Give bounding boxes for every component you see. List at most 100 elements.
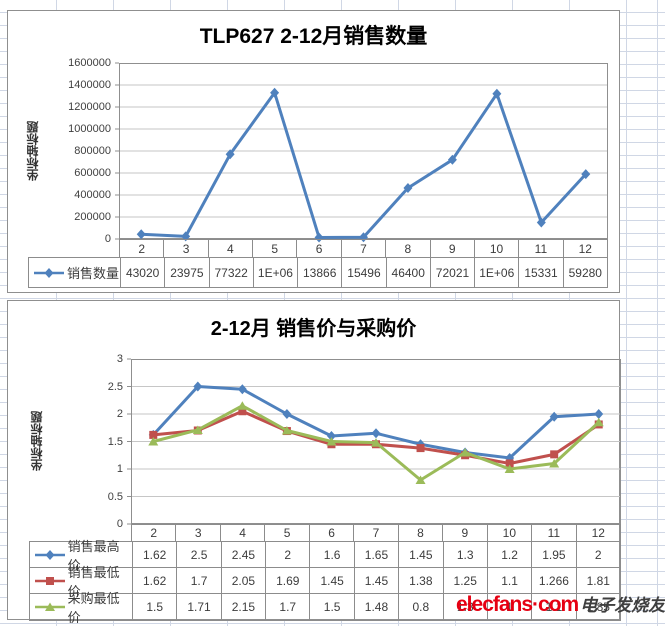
value-cell: 1 <box>486 594 531 620</box>
y-tick-label: 200000 <box>74 211 111 223</box>
plot-area <box>115 62 608 243</box>
diamond-marker-icon <box>581 169 591 180</box>
data-table-row: 销售最高价 1.62 2.5 2.45 2 1.6 1.65 1.45 1.3 1.2 1.95 2 <box>30 539 620 573</box>
month-header-cell: 11 <box>531 525 575 541</box>
square-marker-icon <box>416 444 425 453</box>
square-marker-icon <box>550 450 559 459</box>
triangle-marker-icon <box>237 401 248 410</box>
data-table: 销售数量 43020 23975 77322 1E+06 13866 15496 46400 7… <box>28 257 608 288</box>
y-tick-label: 1000000 <box>68 123 111 135</box>
value-cell: 1.65 <box>353 542 398 567</box>
square-legend-key-icon <box>35 576 65 585</box>
value-cell: 77322 <box>208 258 253 287</box>
month-header-cell: 4 <box>207 240 252 257</box>
month-header-cell: 8 <box>397 525 442 541</box>
month-header-cell: 8 <box>385 240 429 257</box>
diamond-marker-icon <box>403 182 413 193</box>
value-cell: 13866 <box>297 258 341 287</box>
y-tick-label: 0 <box>116 518 123 530</box>
value-cell: 1.6 <box>309 542 353 567</box>
y-tick-label: 0 <box>104 233 111 245</box>
month-header-cell: 12 <box>562 240 607 257</box>
y-tick-label: 1200000 <box>68 101 111 113</box>
value-cell: 1.81 <box>575 568 620 593</box>
value-cell: 1.85 <box>575 594 620 620</box>
value-cell: 1.62 <box>132 542 176 567</box>
y-tick-label: 0.5 <box>107 490 123 503</box>
series-legend-cell: 采购最低价 <box>30 591 132 625</box>
y-tick-label: 2 <box>116 408 123 420</box>
triangle-marker-icon <box>549 459 560 468</box>
data-table: 销售最高价 1.62 2.5 2.45 2 1.6 1.65 1.45 1.3 1.2 1.95 2 销… <box>29 539 621 625</box>
series-name: 采购最低价 <box>67 591 120 625</box>
value-cell: 1.69 <box>265 568 309 593</box>
value-cell: 1.62 <box>132 568 176 593</box>
diamond-legend-key-icon <box>34 267 64 278</box>
value-cell: 43020 <box>120 258 164 287</box>
watermark-cjk-text: 电子发烧友 <box>580 596 665 616</box>
diamond-marker-icon <box>136 229 146 240</box>
square-marker-icon <box>149 430 158 439</box>
plot-area <box>127 358 621 525</box>
value-cell: 1.1 <box>531 594 575 620</box>
value-cell: 46400 <box>385 258 430 287</box>
value-cell: 15331 <box>518 258 562 287</box>
month-header-cell: 2 <box>138 241 146 256</box>
data-table-row: 销售数量 43020 23975 77322 1E+06 13866 15496 46400 7… <box>29 258 607 287</box>
triangle-marker-icon <box>192 425 203 434</box>
diamond-legend-key-icon <box>35 549 65 560</box>
diamond-marker-icon <box>371 428 381 439</box>
month-header-cell: 3 <box>163 240 207 257</box>
month-header-cell: 4 <box>219 525 264 541</box>
diamond-marker-icon <box>44 267 54 278</box>
diamond-marker-icon <box>181 231 191 242</box>
diamond-marker-icon <box>270 87 280 98</box>
square-marker-icon <box>238 407 247 416</box>
value-cell: 1.266 <box>531 568 575 593</box>
data-table-month-header: 2 3 4 5 6 7 8 9 10 11 12 <box>119 239 608 257</box>
y-tick-label: 1400000 <box>68 79 111 91</box>
triangle-marker-icon <box>148 437 159 446</box>
value-cell: 15496 <box>341 258 385 287</box>
data-table-month-header: 2 3 4 5 6 7 8 9 10 11 12 <box>131 524 621 541</box>
triangle-marker-icon <box>415 475 426 484</box>
value-cell: 1.1 <box>486 568 531 593</box>
price-comparison-chart[interactable]: 2-12月 销售价与采购价 坐标轴标题 3 2.5 2 1.5 1 0.5 0 2 3 4 5 6 7 8… <box>7 300 621 625</box>
y-axis-title: 坐标轴标题 <box>26 121 40 181</box>
series-legend-cell: 销售最高价 <box>30 539 132 573</box>
plot-border <box>131 359 621 524</box>
month-header-cell: 7 <box>353 525 397 541</box>
y-tick-label: 800000 <box>74 145 111 157</box>
data-table-row: 采购最低价 1.5 1.71 2.15 1.7 1.5 1.48 0.8 1.3 1 1.1 1.85 <box>30 591 620 625</box>
series-name: 销售最高价 <box>67 538 120 573</box>
value-cell: 2.05 <box>220 568 265 593</box>
y-tick-label: 1 <box>116 463 123 475</box>
value-cell: 1.45 <box>353 568 398 593</box>
elecfans-watermark: elecfans·com 电子发烧友 <box>456 591 665 617</box>
value-cell: 72021 <box>429 258 474 287</box>
diamond-marker-icon <box>225 149 235 160</box>
y-tick-label: 2.5 <box>107 380 123 393</box>
diamond-marker-icon <box>549 411 559 422</box>
chart-title: 2-12月 销售价与采购价 <box>210 318 417 340</box>
triangle-marker-icon <box>45 602 55 611</box>
value-cell: 1.45 <box>309 568 353 593</box>
sales-quantity-chart[interactable]: TLP627 2-12月销售数量 坐标轴标题 1600000 1400000 120… <box>7 10 620 293</box>
diamond-marker-icon <box>447 154 457 165</box>
month-header-cell: 9 <box>442 525 486 541</box>
month-header-cell: 5 <box>264 525 308 541</box>
month-header-cell: 9 <box>429 240 474 257</box>
series-legend-cell: 销售数量 <box>29 258 120 287</box>
month-header-cell: 12 <box>575 525 620 541</box>
value-cell: 1.2 <box>486 542 531 567</box>
value-cell: 1.95 <box>531 542 575 567</box>
chart-title: TLP627 2-12月销售数量 <box>199 25 428 48</box>
y-tick-label: 400000 <box>74 189 111 201</box>
series-legend-cell: 销售最低价 <box>30 565 132 599</box>
diamond-marker-icon <box>492 88 502 99</box>
value-cell: 1E+06 <box>252 258 297 287</box>
value-cell: 1.5 <box>309 594 353 620</box>
diamond-marker-icon <box>237 384 247 395</box>
value-cell: 1.45 <box>398 542 442 567</box>
series-name: 销售数量 <box>67 266 120 281</box>
